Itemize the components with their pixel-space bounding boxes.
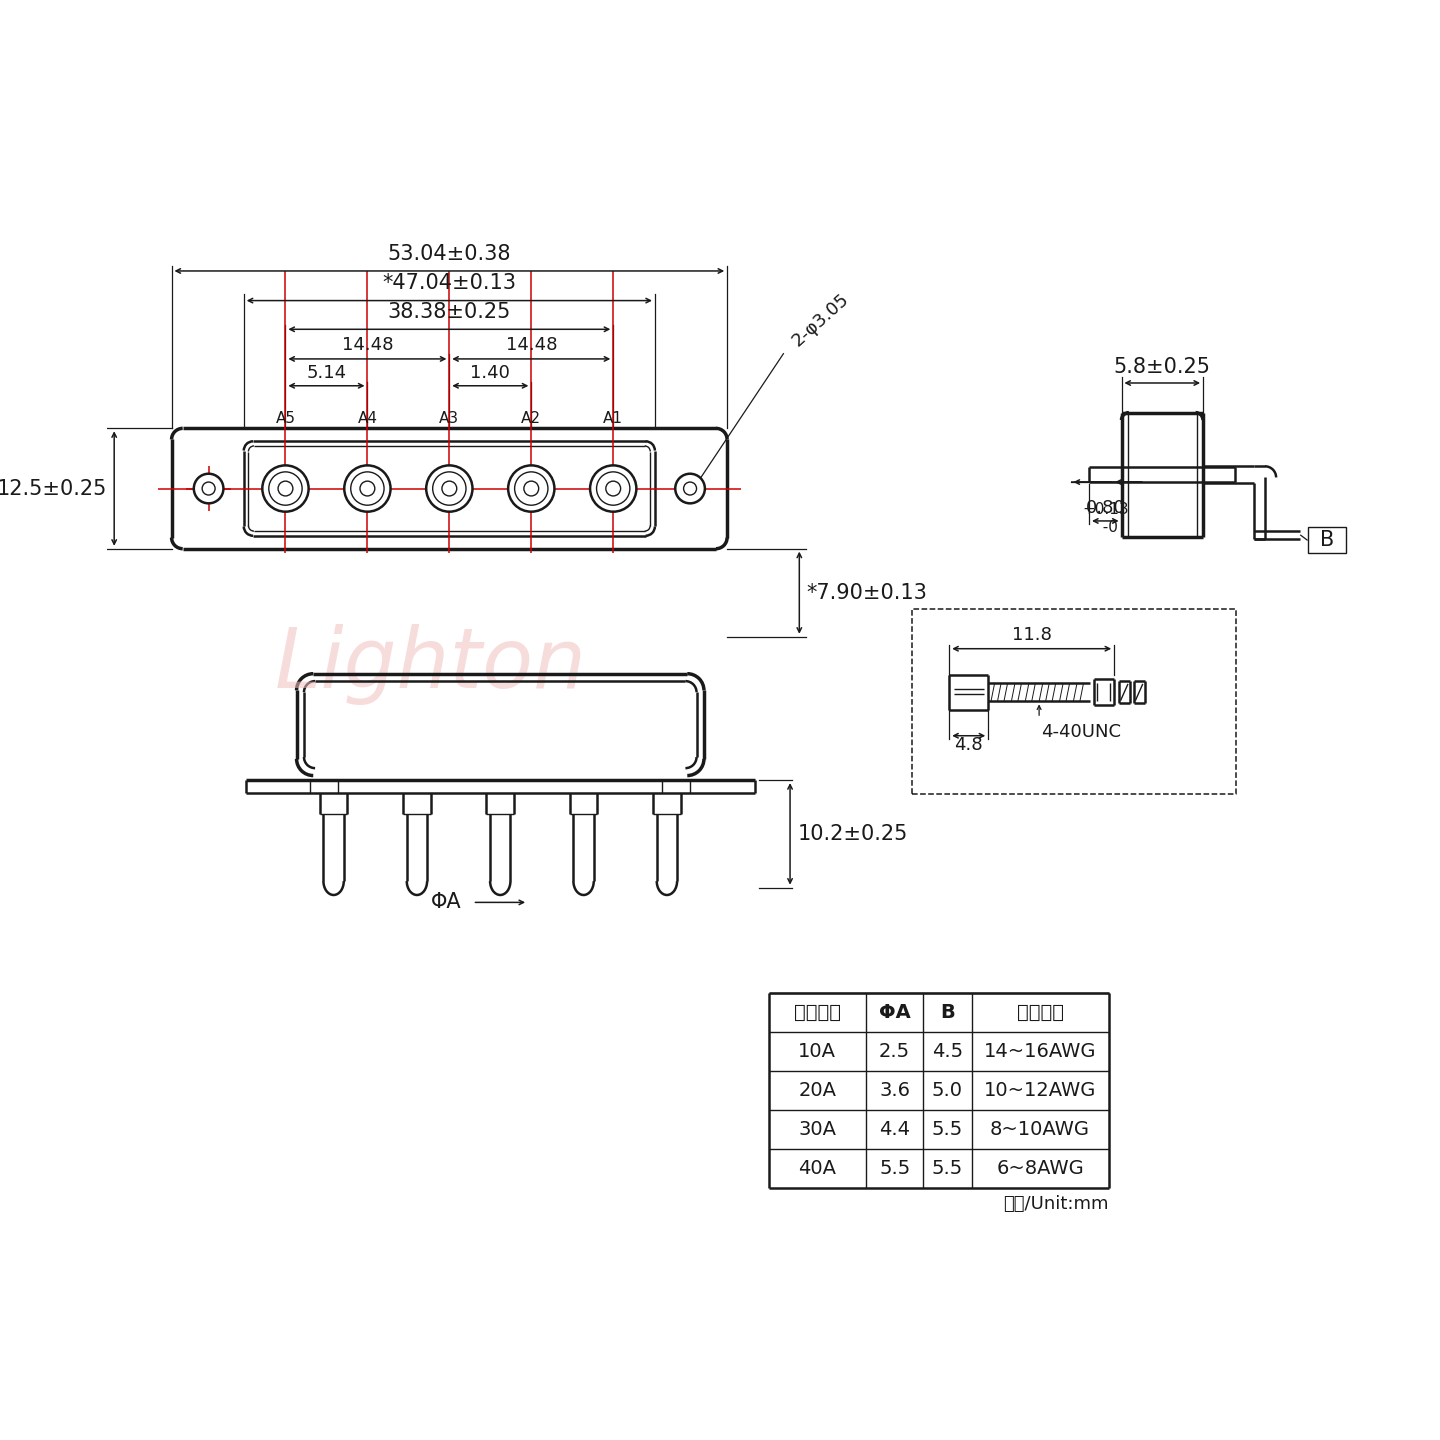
- Circle shape: [432, 472, 467, 505]
- Text: 4.8: 4.8: [955, 736, 984, 755]
- Text: 3.6: 3.6: [880, 1081, 910, 1100]
- Text: 14.48: 14.48: [341, 337, 393, 354]
- Text: B: B: [940, 1004, 955, 1022]
- Circle shape: [360, 481, 374, 495]
- Circle shape: [278, 481, 292, 495]
- Text: 6~8AWG: 6~8AWG: [996, 1159, 1084, 1178]
- Circle shape: [684, 482, 697, 495]
- Text: 10.2±0.25: 10.2±0.25: [798, 824, 907, 844]
- Text: A2: A2: [521, 410, 541, 426]
- Text: 5.5: 5.5: [878, 1159, 910, 1178]
- Text: 8~10AWG: 8~10AWG: [991, 1120, 1090, 1139]
- Text: ΦA: ΦA: [431, 893, 461, 913]
- Text: 2.5: 2.5: [878, 1043, 910, 1061]
- Circle shape: [442, 481, 456, 495]
- Text: 10~12AWG: 10~12AWG: [984, 1081, 1096, 1100]
- Text: 线材规格: 线材规格: [1017, 1004, 1064, 1022]
- Text: 5.14: 5.14: [307, 364, 347, 382]
- Text: 38.38±0.25: 38.38±0.25: [387, 302, 511, 323]
- Text: Lighton: Lighton: [275, 624, 588, 706]
- Bar: [1308, 527, 1346, 553]
- Text: 4.4: 4.4: [880, 1120, 910, 1139]
- Text: +0.13
  -0: +0.13 -0: [1081, 503, 1129, 534]
- Text: 14.48: 14.48: [505, 337, 557, 354]
- Text: 5.5: 5.5: [932, 1159, 963, 1178]
- Circle shape: [508, 465, 554, 511]
- Text: A4: A4: [357, 410, 377, 426]
- Circle shape: [262, 465, 308, 511]
- Circle shape: [675, 474, 704, 504]
- Text: 30A: 30A: [798, 1120, 837, 1139]
- Text: 5.5: 5.5: [932, 1120, 963, 1139]
- Text: A1: A1: [603, 410, 624, 426]
- Text: 4.5: 4.5: [932, 1043, 963, 1061]
- Text: B: B: [1320, 530, 1335, 550]
- Text: 5.0: 5.0: [932, 1081, 963, 1100]
- Text: 40A: 40A: [798, 1159, 837, 1178]
- Text: 1.40: 1.40: [471, 364, 510, 382]
- Text: 14~16AWG: 14~16AWG: [984, 1043, 1096, 1061]
- Text: 20A: 20A: [798, 1081, 837, 1100]
- Text: 10A: 10A: [798, 1043, 837, 1061]
- Text: A3: A3: [439, 410, 459, 426]
- Text: 单位/Unit:mm: 单位/Unit:mm: [1004, 1195, 1109, 1212]
- Text: *7.90±0.13: *7.90±0.13: [806, 583, 927, 603]
- Text: ΦA: ΦA: [878, 1004, 910, 1022]
- Circle shape: [426, 465, 472, 511]
- Circle shape: [194, 474, 223, 504]
- Text: 53.04±0.38: 53.04±0.38: [387, 243, 511, 264]
- Circle shape: [269, 472, 302, 505]
- Text: 4-40UNC: 4-40UNC: [1041, 723, 1120, 740]
- Text: 12.5±0.25: 12.5±0.25: [0, 478, 107, 498]
- Circle shape: [524, 481, 539, 495]
- Circle shape: [351, 472, 384, 505]
- Text: 2-φ3.05: 2-φ3.05: [788, 291, 852, 350]
- Circle shape: [344, 465, 390, 511]
- Text: 11.8: 11.8: [1012, 626, 1051, 644]
- Circle shape: [590, 465, 636, 511]
- Circle shape: [606, 481, 621, 495]
- Text: *47.04±0.13: *47.04±0.13: [383, 274, 517, 294]
- Circle shape: [514, 472, 549, 505]
- Text: 5.8±0.25: 5.8±0.25: [1113, 357, 1211, 377]
- Text: 额定电流: 额定电流: [793, 1004, 841, 1022]
- Circle shape: [596, 472, 629, 505]
- Text: A5: A5: [275, 410, 295, 426]
- Circle shape: [202, 482, 215, 495]
- Text: 0.80: 0.80: [1086, 500, 1125, 517]
